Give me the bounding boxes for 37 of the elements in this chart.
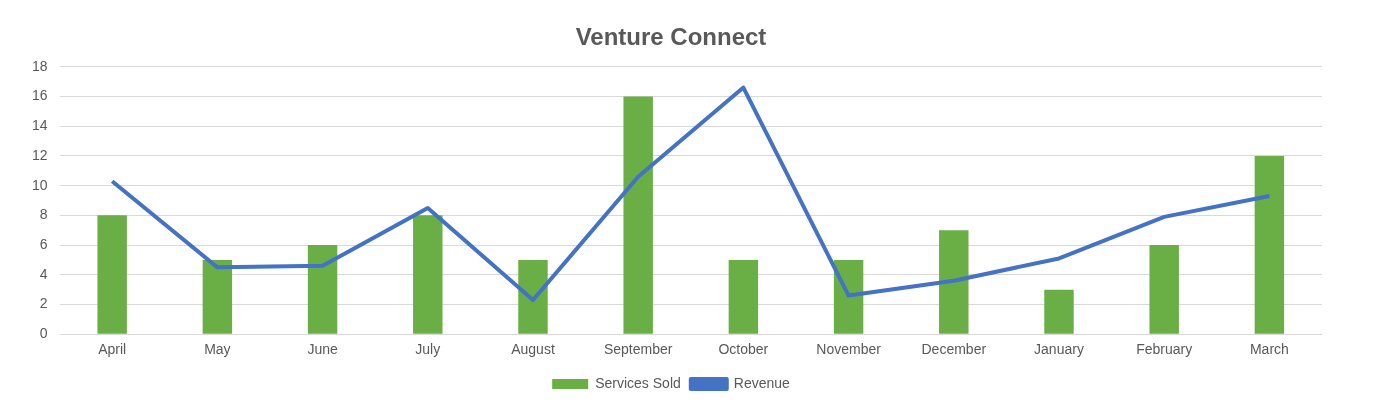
x-tick-label: August — [511, 341, 555, 358]
bar — [1149, 245, 1179, 334]
bar — [202, 259, 233, 334]
y-tick-label: 18 — [31, 57, 48, 74]
bar — [97, 215, 127, 334]
y-tick-label: 0 — [39, 325, 48, 342]
x-tick-label: March — [1249, 341, 1289, 358]
x-tick-label: June — [307, 341, 338, 358]
bar — [623, 96, 653, 334]
x-tick-label: January — [1034, 341, 1084, 358]
y-tick-label: 16 — [31, 87, 48, 104]
bar — [307, 245, 338, 334]
bar — [1044, 289, 1074, 334]
y-tick-label: 8 — [39, 206, 48, 223]
bar — [833, 259, 864, 334]
x-tick-label: September — [603, 341, 673, 358]
y-tick-label: 4 — [39, 265, 48, 282]
y-tick-label: 2 — [39, 295, 48, 312]
bar — [728, 259, 759, 334]
bar — [518, 259, 548, 334]
y-tick-label: 14 — [31, 117, 48, 134]
legend-label: Revenue — [733, 374, 791, 391]
bar — [939, 230, 969, 334]
chart-title: Venture Connect — [575, 23, 767, 51]
y-tick-label: 6 — [39, 235, 48, 252]
legend-label: Services Sold — [595, 374, 681, 391]
x-tick-label: July — [415, 341, 441, 358]
bar — [1254, 155, 1285, 334]
y-tick-label: 12 — [31, 146, 48, 163]
y-tick-label: 10 — [31, 176, 48, 193]
bar — [413, 215, 443, 334]
x-tick-label: November — [816, 341, 882, 358]
x-tick-label: February — [1136, 341, 1193, 358]
x-tick-label: April — [98, 341, 127, 358]
x-tick-label: May — [204, 341, 231, 358]
x-tick-label: October — [718, 341, 769, 358]
x-tick-label: December — [921, 341, 987, 358]
